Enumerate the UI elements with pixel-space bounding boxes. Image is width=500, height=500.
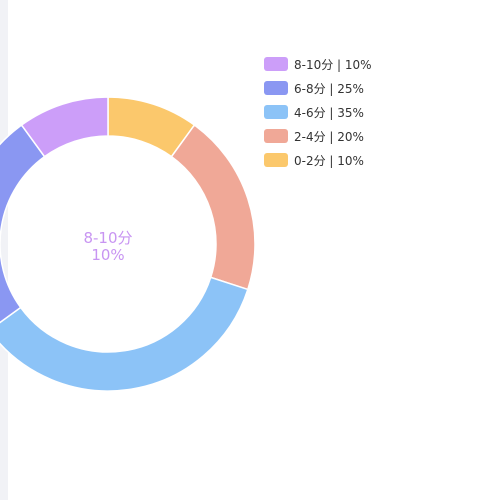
donut-slice-3[interactable] <box>0 276 249 392</box>
legend-label: 6-8分 | 25% <box>294 81 364 96</box>
legend-label: 2-4分 | 20% <box>294 129 364 144</box>
donut-slice-2[interactable] <box>0 124 46 330</box>
legend-item[interactable]: 4-6分 | 35% <box>264 100 464 124</box>
donut-slices <box>0 96 256 392</box>
donut-slice-1[interactable] <box>20 96 109 158</box>
center-category-label: 8-10分 <box>83 229 133 247</box>
legend-swatch <box>264 81 288 95</box>
donut-center-label: 8-10分 10% <box>58 230 158 264</box>
legend-item[interactable]: 6-8分 | 25% <box>264 76 464 100</box>
legend-swatch <box>264 129 288 143</box>
legend-swatch <box>264 57 288 71</box>
donut-slice-4[interactable] <box>170 124 256 291</box>
legend-swatch <box>264 105 288 119</box>
center-value-label: 10% <box>91 246 125 264</box>
legend-item[interactable]: 0-2分 | 10% <box>264 148 464 172</box>
chart-legend: 8-10分 | 10% 6-8分 | 25% 4-6分 | 35% 2-4分 |… <box>264 52 464 172</box>
legend-item[interactable]: 2-4分 | 20% <box>264 124 464 148</box>
legend-item[interactable]: 8-10分 | 10% <box>264 52 464 76</box>
legend-label: 4-6分 | 35% <box>294 105 364 120</box>
legend-label: 8-10分 | 10% <box>294 57 372 72</box>
legend-label: 0-2分 | 10% <box>294 153 364 168</box>
legend-swatch <box>264 153 288 167</box>
left-panel-edge <box>0 0 8 500</box>
